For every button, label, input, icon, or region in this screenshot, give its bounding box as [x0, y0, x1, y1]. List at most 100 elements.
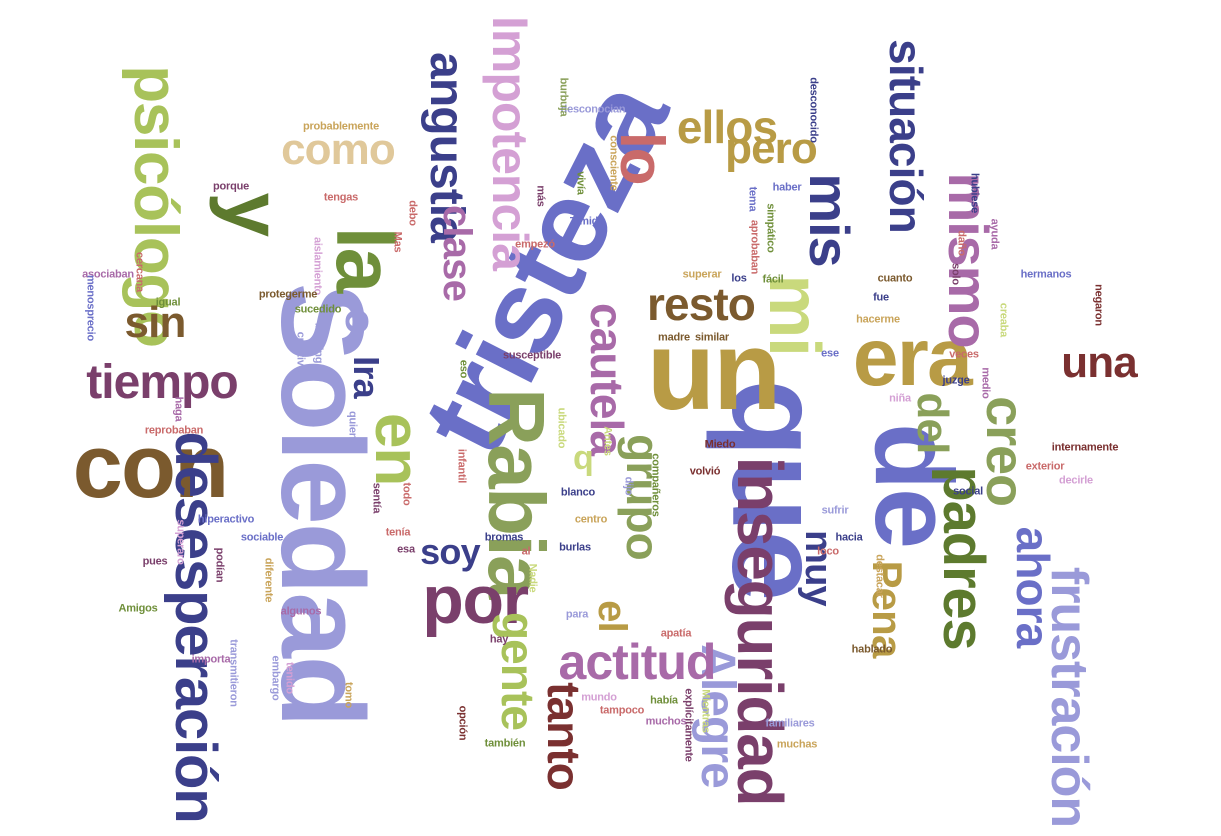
word-creativo: creativo [294, 331, 307, 373]
word-reprobaban: reprobaban [144, 424, 204, 437]
word-internamente: internamente [1051, 441, 1119, 454]
word-explicitamente: explícitamente [682, 688, 695, 762]
word-algunos: algunos [280, 605, 322, 618]
word-tema: tema [746, 186, 759, 212]
word-como: como [281, 125, 396, 174]
word-importa: importa [191, 653, 231, 666]
word-era: era [852, 312, 973, 403]
word-decirle: decirle [1059, 474, 1093, 487]
word-veces: veces [949, 348, 979, 361]
word-creo: creo [975, 396, 1035, 506]
word-haber: haber [772, 181, 802, 194]
word-volvio: volvió [689, 465, 721, 478]
word-tiempo: tiempo [86, 356, 239, 409]
word-todo: todo [400, 482, 413, 506]
word-una: una [1061, 338, 1137, 387]
word-ese: ese [821, 347, 839, 360]
word-burbuja: burbuja [557, 77, 570, 117]
word-hablado: hablado [851, 643, 893, 656]
word-para: para [565, 608, 589, 621]
word-negaron: negaron [1092, 284, 1105, 326]
word-ahora: ahora [1007, 526, 1059, 648]
word-tanto: tanto [538, 682, 590, 790]
word-hacerme: hacerme [856, 313, 900, 326]
word-porque: porque [213, 180, 249, 193]
word-asociaban: asociaban [82, 268, 134, 281]
word-habia: había [650, 694, 678, 707]
word-solo: solo [949, 263, 962, 285]
word-antes: Antes [601, 426, 614, 456]
word-apatia: apatía [660, 627, 692, 640]
word-bullying: bullying [312, 322, 325, 364]
word-probablemente: probablemente [303, 120, 379, 133]
word-o: o [337, 308, 384, 334]
word-quienes: quienes [346, 410, 359, 452]
word-creaba: creaba [997, 302, 1010, 338]
word-fue: fue [873, 291, 889, 304]
word-igual: igual [155, 296, 181, 309]
word-miedo: Miedo [704, 438, 736, 451]
word-q: q [572, 439, 594, 477]
word-tenido: tenido [283, 662, 296, 694]
word-social: social [953, 485, 983, 498]
word-tambien: también [484, 737, 526, 750]
word-nadie: Nadie [526, 563, 539, 593]
word-timida: Tímida [569, 215, 605, 228]
word-dano: daño [955, 230, 968, 256]
word-ubicado: ubicado [555, 407, 568, 449]
word-actitud: actitud [558, 634, 717, 690]
word-ira: Ira [346, 356, 387, 398]
word-ellos: ellos [676, 101, 778, 153]
word-sentia: sentía [370, 482, 383, 514]
word-clase: clase [435, 204, 479, 302]
word-ayuda: ayuda [988, 218, 1001, 250]
word-al: al [521, 545, 531, 558]
word-hubiese: hubiese [968, 172, 981, 214]
word-vivia: vivía [574, 171, 587, 195]
word-muchas: muchas [776, 738, 818, 751]
word-y: y [209, 192, 298, 236]
word-bromas: bromas [484, 531, 524, 544]
word-desconocido: desconocido [807, 77, 820, 143]
word-madre: madre [658, 331, 690, 344]
word-hay: hay [489, 633, 509, 646]
word-hiperactivo: hiperactivo [197, 513, 255, 526]
word-muchos: muchos [645, 715, 687, 728]
word-gente: gente [492, 611, 544, 731]
word-protegerme: protegerme [258, 288, 318, 301]
word-mundo: mundo [581, 691, 617, 704]
word-tomo: tomo [342, 681, 355, 709]
word-tengas: tengas [323, 191, 359, 204]
word-el: el [590, 600, 634, 632]
word-del: del [908, 392, 957, 454]
word-transmitieron: transmitieron [227, 639, 240, 707]
word-debo: debo [406, 200, 419, 226]
word-pero: pero [725, 124, 818, 173]
word-opcion: opción [456, 705, 469, 741]
word-similar: similar [695, 331, 729, 344]
word-centro: centro [574, 513, 608, 526]
word-sociable: sociable [240, 531, 284, 544]
word-los: los [731, 272, 747, 285]
word-tampoco: tampoco [599, 704, 645, 717]
word-destacar: destacar [873, 554, 886, 598]
word-por: por [422, 562, 529, 638]
word-haga: haga [172, 396, 185, 422]
word-hermanos: hermanos [1020, 268, 1072, 281]
word-aislamiento: aislamiento [311, 236, 324, 296]
word-exterior: exterior [1025, 460, 1065, 473]
word-mis: mis [798, 173, 861, 267]
word-tenia: tenía [385, 526, 411, 539]
word-muy: muy [797, 530, 839, 606]
word-susceptible: susceptible [502, 349, 562, 362]
word-cercana: cercana [133, 251, 146, 293]
word-diferente: diferente [262, 557, 275, 603]
word-pues: pues [142, 555, 168, 568]
word-resto: resto [647, 278, 756, 330]
word-con: con [72, 417, 229, 517]
word-loco: loco [817, 545, 839, 558]
word-familiares: familiares [765, 717, 815, 730]
word-eso: eso [457, 359, 470, 379]
word-mi: mi [754, 274, 834, 356]
